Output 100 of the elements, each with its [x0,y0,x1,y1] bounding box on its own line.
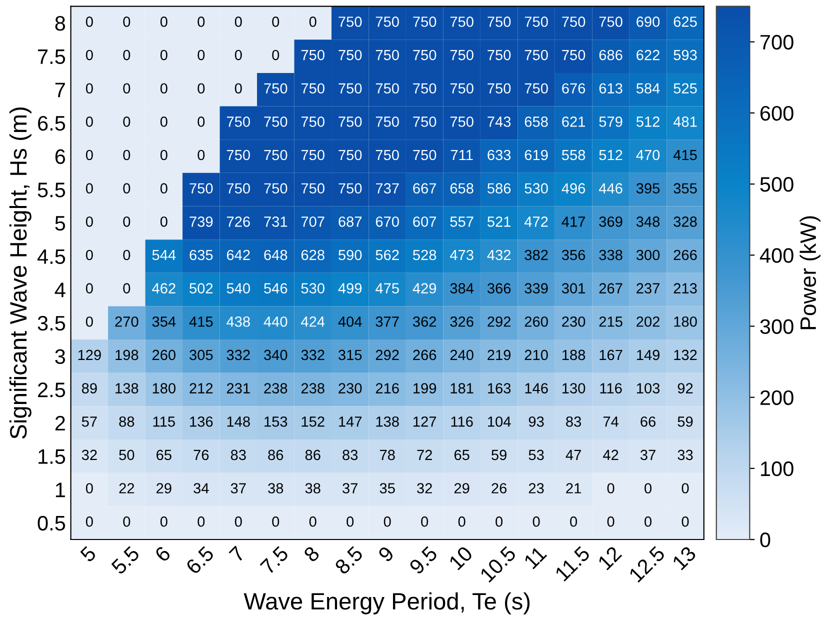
data-label: 238 [264,383,288,394]
data-label: 0 [682,483,689,494]
data-label: 147 [339,416,362,427]
data-label: 726 [226,216,250,227]
data-label: 0 [234,516,242,527]
data-label: 750 [376,50,399,60]
y-tick-label: 3.5 [38,316,66,331]
data-label: 332 [301,350,324,360]
data-label: 216 [376,383,399,394]
data-label: 130 [562,383,586,394]
y-tick-label: 8 [55,16,66,31]
data-label: 270 [115,316,138,327]
data-label: 579 [599,116,622,127]
data-label: 266 [413,350,436,360]
data-label: 622 [636,50,660,60]
data-label: 0 [160,83,168,94]
x-tick-label: 7 [228,546,246,562]
y-tick-label: 2 [55,416,65,430]
data-label: 0 [123,250,130,260]
x-tick-label: 9 [377,545,395,563]
data-label: 22 [119,483,134,494]
y-tick-label: 1 [56,482,65,498]
data-label: 750 [301,50,324,60]
data-label: 163 [488,383,511,394]
data-label: 0 [86,16,93,27]
data-label: 0 [421,516,428,527]
y-tick-label: 6.5 [38,116,66,131]
data-label: 0 [86,150,93,160]
data-label: 116 [451,416,473,427]
data-label: 32 [82,450,97,460]
data-label: 78 [380,450,395,460]
data-label: 74 [603,416,618,427]
data-label: 260 [152,350,176,360]
data-label: 475 [376,283,399,294]
data-label: 593 [674,50,697,60]
data-label: 737 [376,183,399,194]
data-label: 584 [636,83,660,94]
data-label: 369 [599,216,622,227]
data-label: 750 [450,50,474,60]
data-label: 0 [86,516,93,527]
x-tick-label: 6 [154,545,172,563]
data-label: 750 [264,116,288,127]
y-tick-label: 1.5 [38,449,66,464]
data-label: 0 [532,516,540,527]
data-label: 750 [413,50,436,60]
x-tick-label: 8 [302,545,320,563]
data-label: 530 [524,183,548,194]
y-tick-label: 4 [54,282,66,298]
color-bar-label: 400 [760,248,794,263]
data-label: 0 [123,516,130,527]
data-label: 267 [599,283,622,294]
data-label: 213 [674,283,697,294]
data-label: 686 [599,50,622,60]
data-label: 750 [338,150,362,160]
data-label: 0 [160,516,168,527]
data-label: 525 [674,83,697,94]
data-label: 743 [488,116,511,127]
data-label: 750 [413,116,436,127]
data-label: 750 [450,83,474,94]
y-tick-label: 0.5 [38,516,66,531]
data-label: 57 [82,416,97,427]
x-tick-label: 8.5 [334,545,364,576]
data-label: 687 [338,216,362,227]
data-label: 0 [272,50,280,60]
data-label: 528 [413,250,436,260]
data-label: 633 [488,150,511,160]
data-label: 65 [454,450,470,460]
data-label: 0 [86,316,93,327]
data-label: 0 [198,50,205,60]
data-label: 0 [682,516,689,527]
data-label: 315 [338,350,362,360]
data-label: 103 [636,383,660,394]
data-label: 328 [674,216,697,227]
x-tick-label: 5 [80,546,97,563]
data-label: 546 [264,283,288,294]
x-tick-label: 5.5 [110,546,140,576]
data-label: 750 [524,83,548,94]
data-label: 292 [376,350,399,360]
data-label: 0 [86,183,93,194]
data-label: 199 [414,383,436,394]
data-label: 750 [524,16,548,27]
data-label: 29 [454,483,470,494]
data-label: 0 [234,83,242,94]
data-label: 690 [636,16,660,27]
data-label: 0 [123,116,130,127]
data-label: 750 [338,116,362,127]
data-label: 750 [226,183,250,194]
data-label: 50 [119,450,134,460]
data-label: 366 [487,283,511,294]
data-label: 26 [492,483,507,494]
data-label: 0 [86,483,93,494]
data-label: 481 [673,116,697,127]
data-label: 0 [123,183,130,194]
data-label: 658 [524,116,548,127]
data-label: 65 [156,450,172,460]
color-bar-label: 500 [760,177,794,192]
data-label: 670 [376,216,399,227]
data-label: 750 [264,150,288,160]
data-label: 215 [599,316,622,327]
data-label: 648 [264,250,288,260]
